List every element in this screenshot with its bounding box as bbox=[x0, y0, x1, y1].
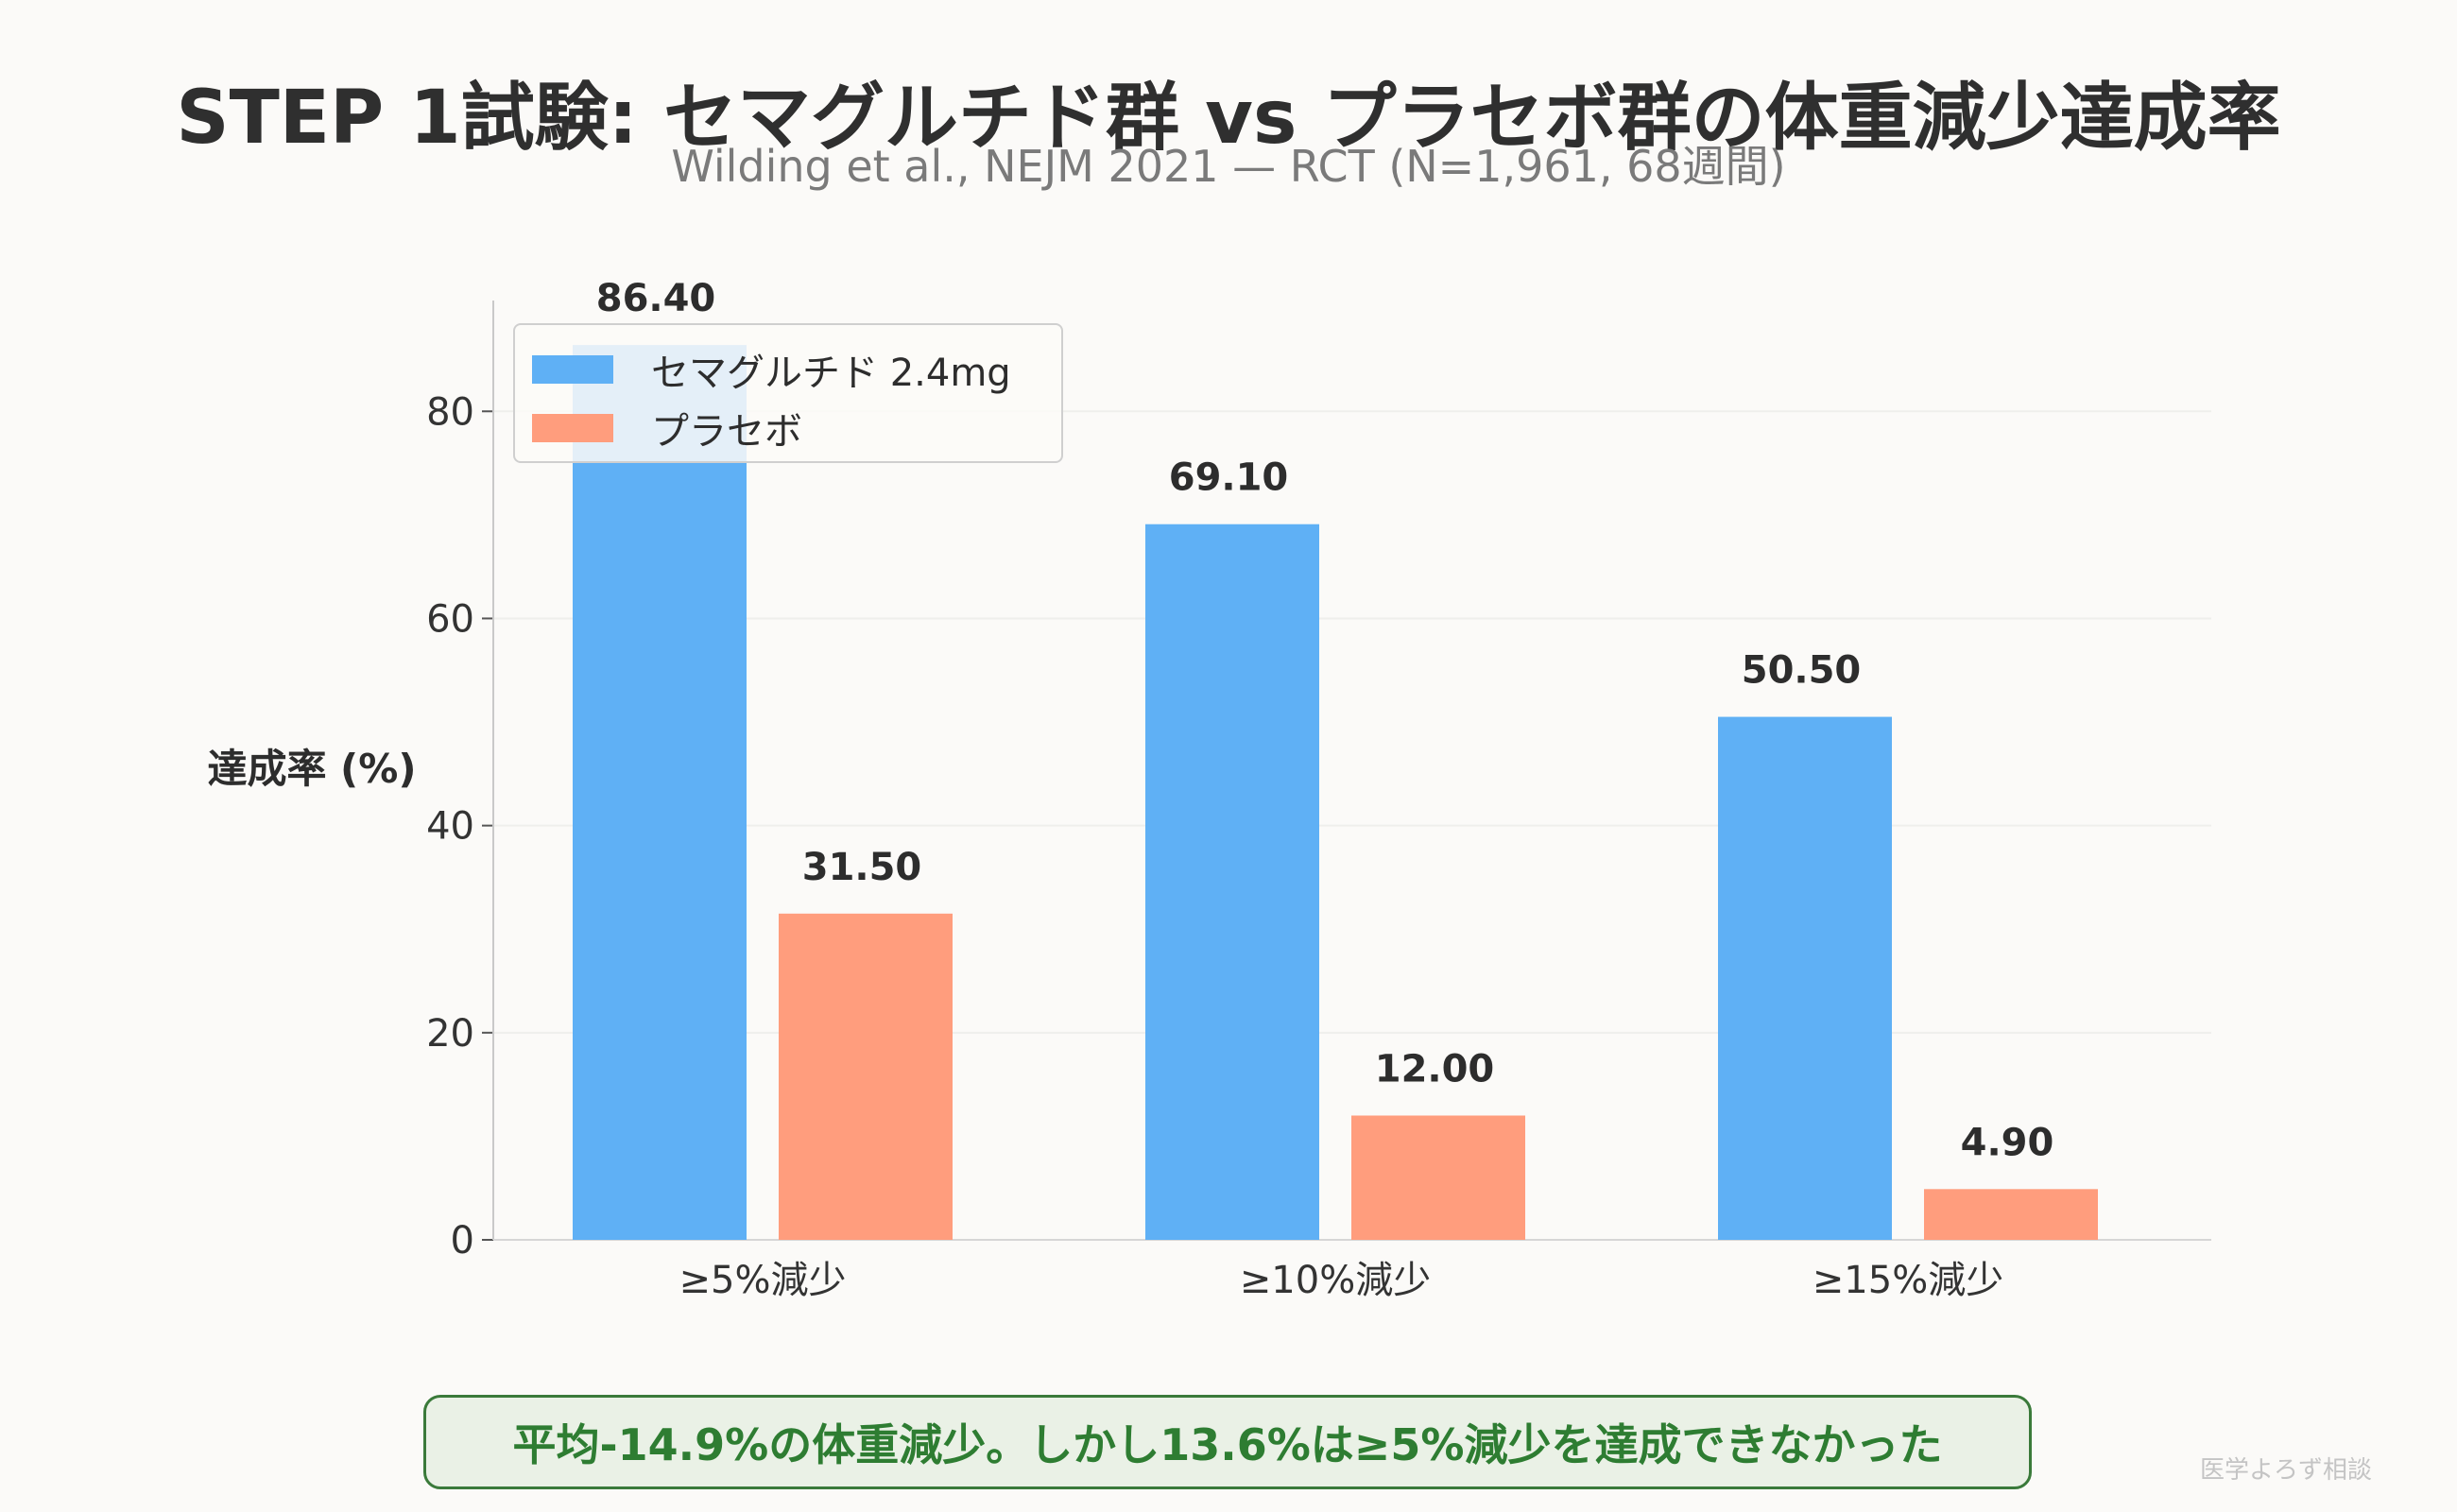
x-tick-label: ≥15%減少 bbox=[1813, 1259, 2003, 1302]
chart-subtitle: Wilding et al., NEJM 2021 — RCT (N=1,961… bbox=[671, 141, 1786, 192]
grid-lines bbox=[493, 410, 2211, 1034]
data-labels: 86.40 31.50 69.10 12.00 50.50 4.90 bbox=[596, 277, 2054, 1164]
bar-value-label: 86.40 bbox=[596, 277, 716, 320]
bars bbox=[573, 345, 2098, 1240]
bar-semaglutide bbox=[573, 345, 747, 1240]
axes: 0 20 40 60 80 ≥5%減少 ≥10%減少 ≥15%減少 bbox=[426, 301, 2211, 1302]
y-tick-label: 40 bbox=[426, 805, 474, 849]
x-tick-label: ≥5%減少 bbox=[679, 1259, 847, 1302]
y-tick-label: 80 bbox=[426, 390, 474, 434]
bar-value-label: 12.00 bbox=[1375, 1047, 1495, 1091]
summary-note: 平均-14.9%の体重減少。しかし13.6%は≥5%減少を達成できなかった bbox=[423, 1395, 2032, 1489]
watermark: 医学よろず相談 bbox=[2200, 1456, 2373, 1485]
bar-semaglutide bbox=[1145, 524, 1319, 1240]
y-tick-label: 60 bbox=[426, 597, 474, 641]
chart-legend: セマグルチド 2.4mg プラセボ bbox=[513, 323, 1063, 463]
bar-value-label: 31.50 bbox=[802, 846, 922, 889]
y-tick-label: 0 bbox=[451, 1219, 474, 1263]
bar-semaglutide bbox=[1718, 716, 1892, 1240]
y-axis-label: 達成率 (%) bbox=[207, 746, 416, 792]
legend-item-semaglutide: セマグルチド 2.4mg bbox=[532, 346, 1011, 395]
bar-value-label: 69.10 bbox=[1169, 456, 1289, 500]
legend-label-semaglutide: セマグルチド 2.4mg bbox=[651, 352, 1011, 395]
legend-label-placebo: プラセボ bbox=[651, 410, 802, 454]
chart-title: STEP 1試験: セマグルチド群 vs プラセボ群の体重減少達成率 bbox=[176, 76, 2281, 161]
bar-value-label: 4.90 bbox=[1961, 1121, 2054, 1164]
legend-item-placebo: プラセボ bbox=[532, 404, 802, 454]
legend-swatch-semaglutide bbox=[532, 355, 613, 384]
legend-swatch-placebo bbox=[532, 414, 613, 442]
bar-placebo bbox=[1924, 1189, 2098, 1240]
bar-placebo bbox=[779, 913, 953, 1240]
y-tick-label: 20 bbox=[426, 1012, 474, 1056]
bar-placebo bbox=[1351, 1115, 1525, 1240]
x-tick-label: ≥10%減少 bbox=[1240, 1259, 1431, 1302]
bar-value-label: 50.50 bbox=[1742, 649, 1862, 693]
